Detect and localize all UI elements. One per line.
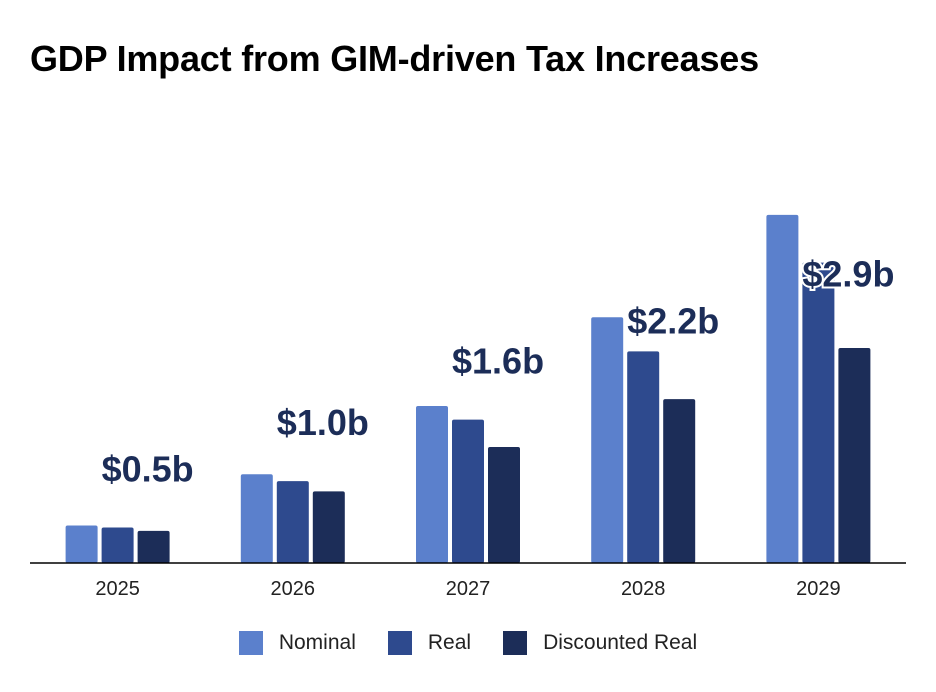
bar-real-2027 xyxy=(452,419,484,563)
legend-label-nominal: Nominal xyxy=(278,631,356,654)
bar-discounted-real-2029 xyxy=(838,347,871,563)
data-label-2025: $0.5b xyxy=(102,449,194,490)
legend-item-discounted-real[interactable]: Discounted Real xyxy=(503,631,697,655)
bar-nominal-2029 xyxy=(766,214,799,564)
legend-swatch-discounted-real xyxy=(503,631,528,655)
bar-nominal-2026 xyxy=(240,474,273,563)
x-tick-label-2027: 2027 xyxy=(446,578,491,600)
legend-item-nominal[interactable]: Nominal xyxy=(238,631,356,655)
data-label-2026: $1.0b xyxy=(277,402,369,443)
bar-real-2028 xyxy=(627,351,660,563)
bar-chart-plot: 2025 $0.5b 2026 $1.0b 2027 $1.6b 2028 $2.2b 2029… xyxy=(30,214,906,600)
legend-label-discounted-real: Discounted Real xyxy=(543,631,698,654)
bar-nominal-2027 xyxy=(416,405,448,563)
x-tick-label-2026: 2026 xyxy=(271,578,316,600)
bar-real-2025 xyxy=(101,527,134,563)
data-label-2029: $2.9b xyxy=(802,254,894,295)
bar-real-2026 xyxy=(276,481,309,563)
bar-discounted-real-2028 xyxy=(663,399,696,563)
chart-legend: Nominal Real Discounted Real xyxy=(0,628,936,658)
x-tick-label-2028: 2028 xyxy=(621,578,666,600)
legend-swatch-nominal xyxy=(238,631,263,655)
x-tick-label-2025: 2025 xyxy=(95,578,140,600)
bar-discounted-real-2025 xyxy=(137,530,170,563)
legend-item-real[interactable]: Real xyxy=(387,631,472,655)
bar-nominal-2025 xyxy=(65,525,98,563)
x-tick-label-2029: 2029 xyxy=(796,578,841,600)
data-label-2028: $2.2b xyxy=(627,300,719,341)
bar-discounted-real-2026 xyxy=(312,491,345,563)
data-label-2027: $1.6b xyxy=(452,341,544,382)
bar-nominal-2028 xyxy=(591,317,624,563)
bar-real-2029 xyxy=(802,262,835,563)
bar-discounted-real-2027 xyxy=(488,446,520,563)
legend-label-real: Real xyxy=(427,631,472,654)
legend-swatch-real xyxy=(387,631,412,655)
chart-title: GDP Impact from GIM-driven Tax Increases xyxy=(30,38,759,79)
